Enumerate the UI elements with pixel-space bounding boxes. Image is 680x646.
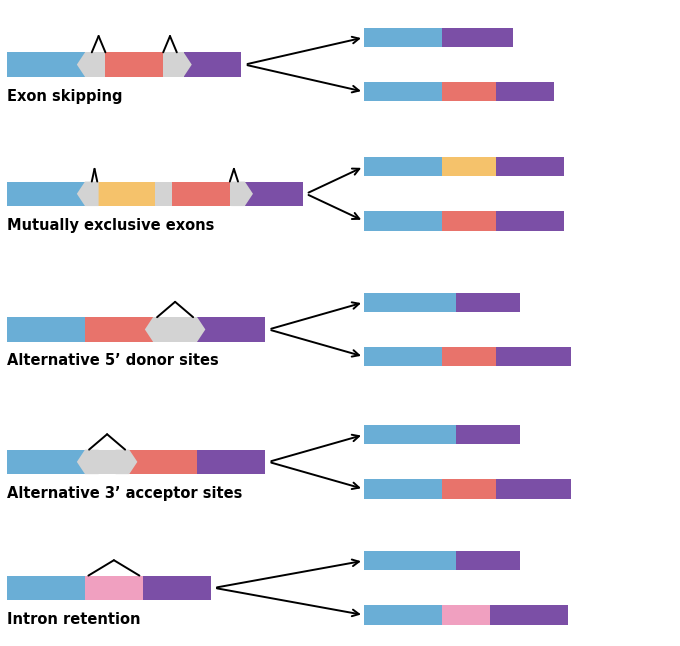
Bar	[442, 347, 496, 366]
Bar	[7, 576, 85, 600]
Bar	[172, 182, 230, 206]
Polygon shape	[77, 52, 99, 77]
Bar	[496, 82, 554, 101]
Text: Alternative 5’ donor sites: Alternative 5’ donor sites	[7, 353, 218, 368]
Bar	[364, 211, 442, 231]
Bar	[364, 347, 442, 366]
Bar	[456, 551, 520, 570]
Bar	[364, 551, 456, 570]
Polygon shape	[77, 182, 99, 206]
Bar	[85, 450, 129, 474]
Bar	[7, 450, 85, 474]
Polygon shape	[170, 52, 192, 77]
Bar	[442, 605, 490, 625]
Bar	[496, 347, 571, 366]
Polygon shape	[184, 317, 205, 342]
Bar	[364, 157, 442, 176]
Bar	[197, 450, 265, 474]
Bar	[153, 317, 197, 342]
Polygon shape	[116, 450, 137, 474]
Polygon shape	[231, 182, 253, 206]
Bar	[442, 28, 513, 47]
Bar	[456, 425, 520, 444]
Bar	[496, 479, 571, 499]
Bar	[496, 211, 564, 231]
Bar	[442, 211, 496, 231]
Bar	[364, 425, 456, 444]
Bar	[85, 576, 143, 600]
Bar	[129, 450, 197, 474]
Bar	[105, 52, 163, 77]
Bar	[442, 157, 496, 176]
Bar	[456, 293, 520, 312]
Bar	[245, 182, 303, 206]
Text: Mutually exclusive exons: Mutually exclusive exons	[7, 218, 214, 233]
Bar	[184, 52, 241, 77]
Bar	[85, 52, 184, 77]
Bar	[364, 28, 442, 47]
Bar	[97, 182, 155, 206]
Text: Alternative 3’ acceptor sites: Alternative 3’ acceptor sites	[7, 486, 242, 501]
Bar	[7, 317, 85, 342]
Text: Intron retention: Intron retention	[7, 612, 140, 627]
Bar	[490, 605, 568, 625]
Bar	[364, 479, 442, 499]
Bar	[496, 157, 564, 176]
Bar	[442, 82, 496, 101]
Bar	[364, 293, 456, 312]
Polygon shape	[77, 450, 99, 474]
Bar	[7, 182, 85, 206]
Bar	[364, 605, 442, 625]
Bar	[442, 479, 496, 499]
Bar	[364, 82, 442, 101]
Bar	[143, 576, 211, 600]
Polygon shape	[145, 317, 167, 342]
Bar	[85, 317, 153, 342]
Bar	[85, 182, 245, 206]
Bar	[7, 52, 85, 77]
Text: Exon skipping: Exon skipping	[7, 89, 122, 103]
Bar	[197, 317, 265, 342]
